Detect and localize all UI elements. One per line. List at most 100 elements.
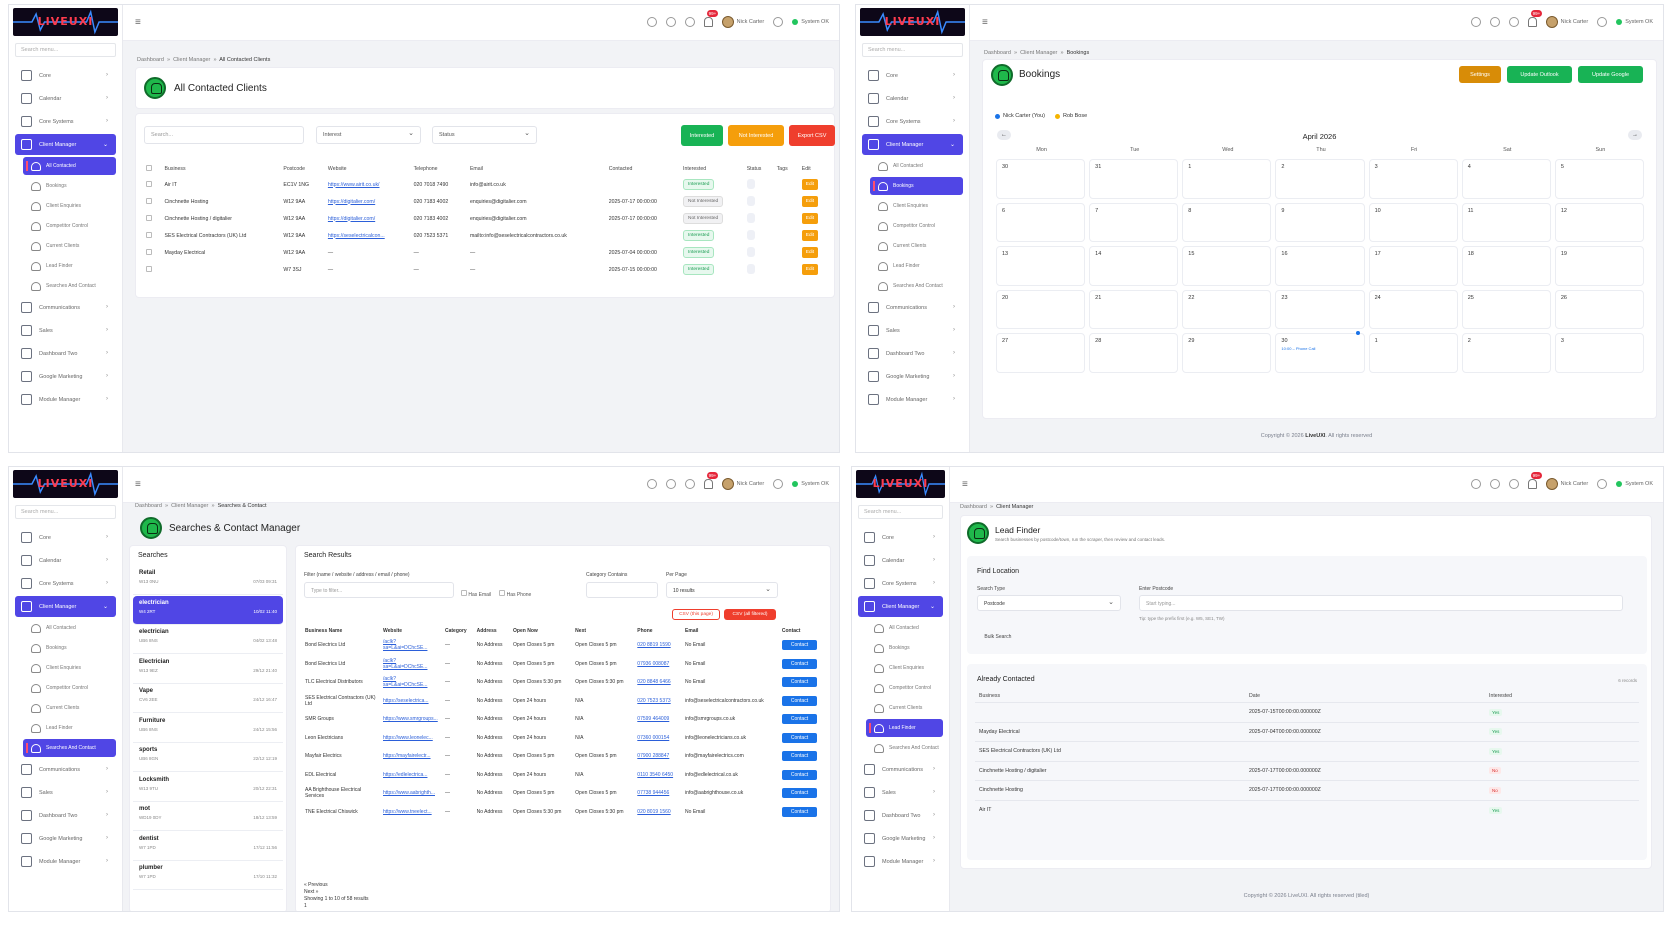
sidebar-item-calendar[interactable]: Calendar › (862, 88, 963, 109)
contact-button[interactable]: Contact (781, 751, 818, 762)
contact-button[interactable]: Contact (781, 769, 818, 780)
sidebar-subitem-lead-finder[interactable]: Lead Finder (866, 719, 943, 737)
sidebar-item-module-manager[interactable]: Module Manager › (15, 389, 116, 410)
website-link[interactable]: https://mayfairelectr... (383, 753, 431, 760)
sidebar-item-google-marketing[interactable]: Google Marketing › (15, 828, 116, 849)
sidebar-subitem-competitor-control[interactable]: Competitor Control (23, 679, 116, 697)
search-list-item[interactable]: Locksmith W13 9TU 20/12 22:31 (133, 773, 283, 802)
prev-month-button[interactable]: ← (997, 130, 1011, 140)
sidebar-item-core-systems[interactable]: Core Systems › (15, 573, 116, 594)
phone-link[interactable]: 07936 008087 (637, 660, 670, 667)
sidebar-subitem-client-enquiries[interactable]: Client Enquiries (23, 197, 116, 215)
row-checkbox[interactable] (146, 248, 152, 255)
bell-icon[interactable]: 99+ (1527, 10, 1543, 27)
contact-button[interactable]: Contact (781, 658, 818, 669)
search-icon[interactable] (646, 479, 657, 489)
sidebar-subitem-competitor-control[interactable]: Competitor Control (870, 217, 963, 235)
phone-link[interactable]: 07599 464009 (637, 716, 670, 723)
sidebar-item-communications[interactable]: Communications › (862, 297, 963, 318)
day-cell[interactable]: 28 (1089, 333, 1179, 373)
sidebar-subitem-searches-and-contact[interactable]: Searches And Contact (23, 277, 116, 295)
menu-toggle-icon[interactable]: ≡ (982, 17, 988, 28)
search-list-item[interactable]: Vape CV6 2EE 24/12 16:47 (133, 684, 283, 713)
website-link[interactable]: https://digitalier.com/ (327, 215, 376, 222)
website-link[interactable]: https://edlelectrica... (383, 771, 428, 778)
website-link[interactable]: https://digitalier.com/ (327, 198, 376, 205)
settings-icon[interactable] (1597, 479, 1608, 489)
sidebar-item-core-systems[interactable]: Core Systems › (15, 111, 116, 132)
calendar-event[interactable]: 10:00 – Phone Call (1281, 346, 1316, 352)
day-cell[interactable]: 21 (1089, 289, 1179, 330)
sidebar-item-communications[interactable]: Communications › (15, 759, 116, 780)
day-cell[interactable]: 1 (1182, 159, 1272, 199)
edit-button[interactable]: Edit (801, 264, 819, 275)
export-csv-button[interactable]: Export CSV (789, 125, 835, 146)
search-list-item[interactable]: sports UB6 8GN 22/12 12:19 (133, 743, 283, 772)
sidebar-subitem-lead-finder[interactable]: Lead Finder (23, 719, 116, 737)
sidebar-item-communications[interactable]: Communications › (15, 297, 116, 318)
search-list-item[interactable]: mot WD19 0DY 18/12 13:59 (133, 802, 283, 831)
moon-icon[interactable] (1508, 479, 1519, 489)
sidebar-item-google-marketing[interactable]: Google Marketing › (15, 366, 116, 387)
update-google-button[interactable]: Update Google (1578, 66, 1643, 83)
search-list-item[interactable]: Retail W13 0NU 07/03 09:31 (133, 566, 283, 595)
not-interested-button[interactable]: Not Interested (728, 125, 784, 146)
day-cell[interactable]: 2 (1461, 333, 1551, 373)
sidebar-item-calendar[interactable]: Calendar › (858, 550, 943, 571)
menu-search-input[interactable]: Search menu... (858, 505, 943, 519)
day-cell[interactable]: 12 (1554, 202, 1644, 243)
day-cell[interactable]: 19 (1554, 246, 1644, 286)
sidebar-subitem-bookings[interactable]: Bookings (23, 639, 116, 657)
translate-icon[interactable] (665, 479, 676, 489)
next-month-button[interactable]: → (1628, 130, 1642, 140)
contact-button[interactable]: Contact (781, 714, 818, 725)
phone-link[interactable]: 07738 944456 (637, 790, 670, 797)
translate-icon[interactable] (1489, 479, 1500, 489)
contact-button[interactable]: Contact (781, 806, 818, 817)
search-list-item[interactable]: Furniture UB6 8NS 24/12 15:56 (133, 714, 283, 743)
sidebar-item-client-manager[interactable]: Client Manager ⌄ (862, 134, 963, 155)
phone-link[interactable]: 07360 000154 (637, 734, 670, 741)
search-icon[interactable] (646, 17, 657, 27)
phone-link[interactable]: 0110 3540 6450 (637, 771, 674, 778)
phone-link[interactable]: 020 8848 6466 (637, 679, 671, 686)
contact-button[interactable]: Contact (781, 788, 818, 799)
day-cell[interactable]: 14 (1089, 246, 1179, 286)
sidebar-item-core[interactable]: Core › (862, 65, 963, 86)
day-cell[interactable]: 7 (1089, 202, 1179, 243)
day-cell[interactable]: 24 (1368, 289, 1458, 330)
bell-icon[interactable]: 99+ (703, 10, 719, 27)
day-cell[interactable]: 5 (1554, 159, 1644, 199)
user-menu[interactable]: Nick Carter (721, 478, 764, 490)
phone-link[interactable]: 020 8019 1560 (637, 808, 671, 815)
day-cell[interactable]: 6 (996, 202, 1086, 243)
menu-toggle-icon[interactable]: ≡ (135, 479, 141, 490)
day-cell[interactable]: 20 (996, 289, 1086, 330)
website-link[interactable]: https://www.tneelect... (383, 808, 432, 815)
menu-search-input[interactable]: Search menu... (15, 43, 116, 57)
search-type-select[interactable]: Postcode (977, 595, 1121, 611)
row-checkbox[interactable] (146, 214, 152, 221)
sidebar-subitem-current-clients[interactable]: Current Clients (866, 699, 943, 717)
category-input[interactable] (586, 582, 658, 598)
sidebar-subitem-bookings[interactable]: Bookings (870, 177, 963, 195)
menu-search-input[interactable]: Search menu... (862, 43, 963, 57)
sidebar-subitem-current-clients[interactable]: Current Clients (23, 699, 116, 717)
menu-toggle-icon[interactable]: ≡ (962, 479, 968, 490)
website-link[interactable]: https://seselectrica... (383, 697, 429, 704)
menu-toggle-icon[interactable]: ≡ (135, 17, 141, 28)
sidebar-item-dashboard-two[interactable]: Dashboard Two › (15, 805, 116, 826)
day-cell[interactable]: 10 (1368, 202, 1458, 243)
sidebar-item-sales[interactable]: Sales › (15, 320, 116, 341)
status-filter[interactable]: Status (432, 126, 537, 144)
sidebar-subitem-all-contacted[interactable]: All Contacted (866, 619, 943, 637)
update-outlook-button[interactable]: Update Outlook (1507, 66, 1572, 83)
sidebar-item-calendar[interactable]: Calendar › (15, 88, 116, 109)
interested-button[interactable]: Interested (681, 125, 723, 146)
crumb-dashboard[interactable]: Dashboard (960, 504, 987, 510)
sidebar-item-client-manager[interactable]: Client Manager ⌄ (858, 596, 943, 617)
sidebar-item-core-systems[interactable]: Core Systems › (862, 111, 963, 132)
select-all-checkbox[interactable] (146, 165, 152, 171)
sidebar-subitem-client-enquiries[interactable]: Client Enquiries (866, 659, 943, 677)
translate-icon[interactable] (1489, 17, 1500, 27)
